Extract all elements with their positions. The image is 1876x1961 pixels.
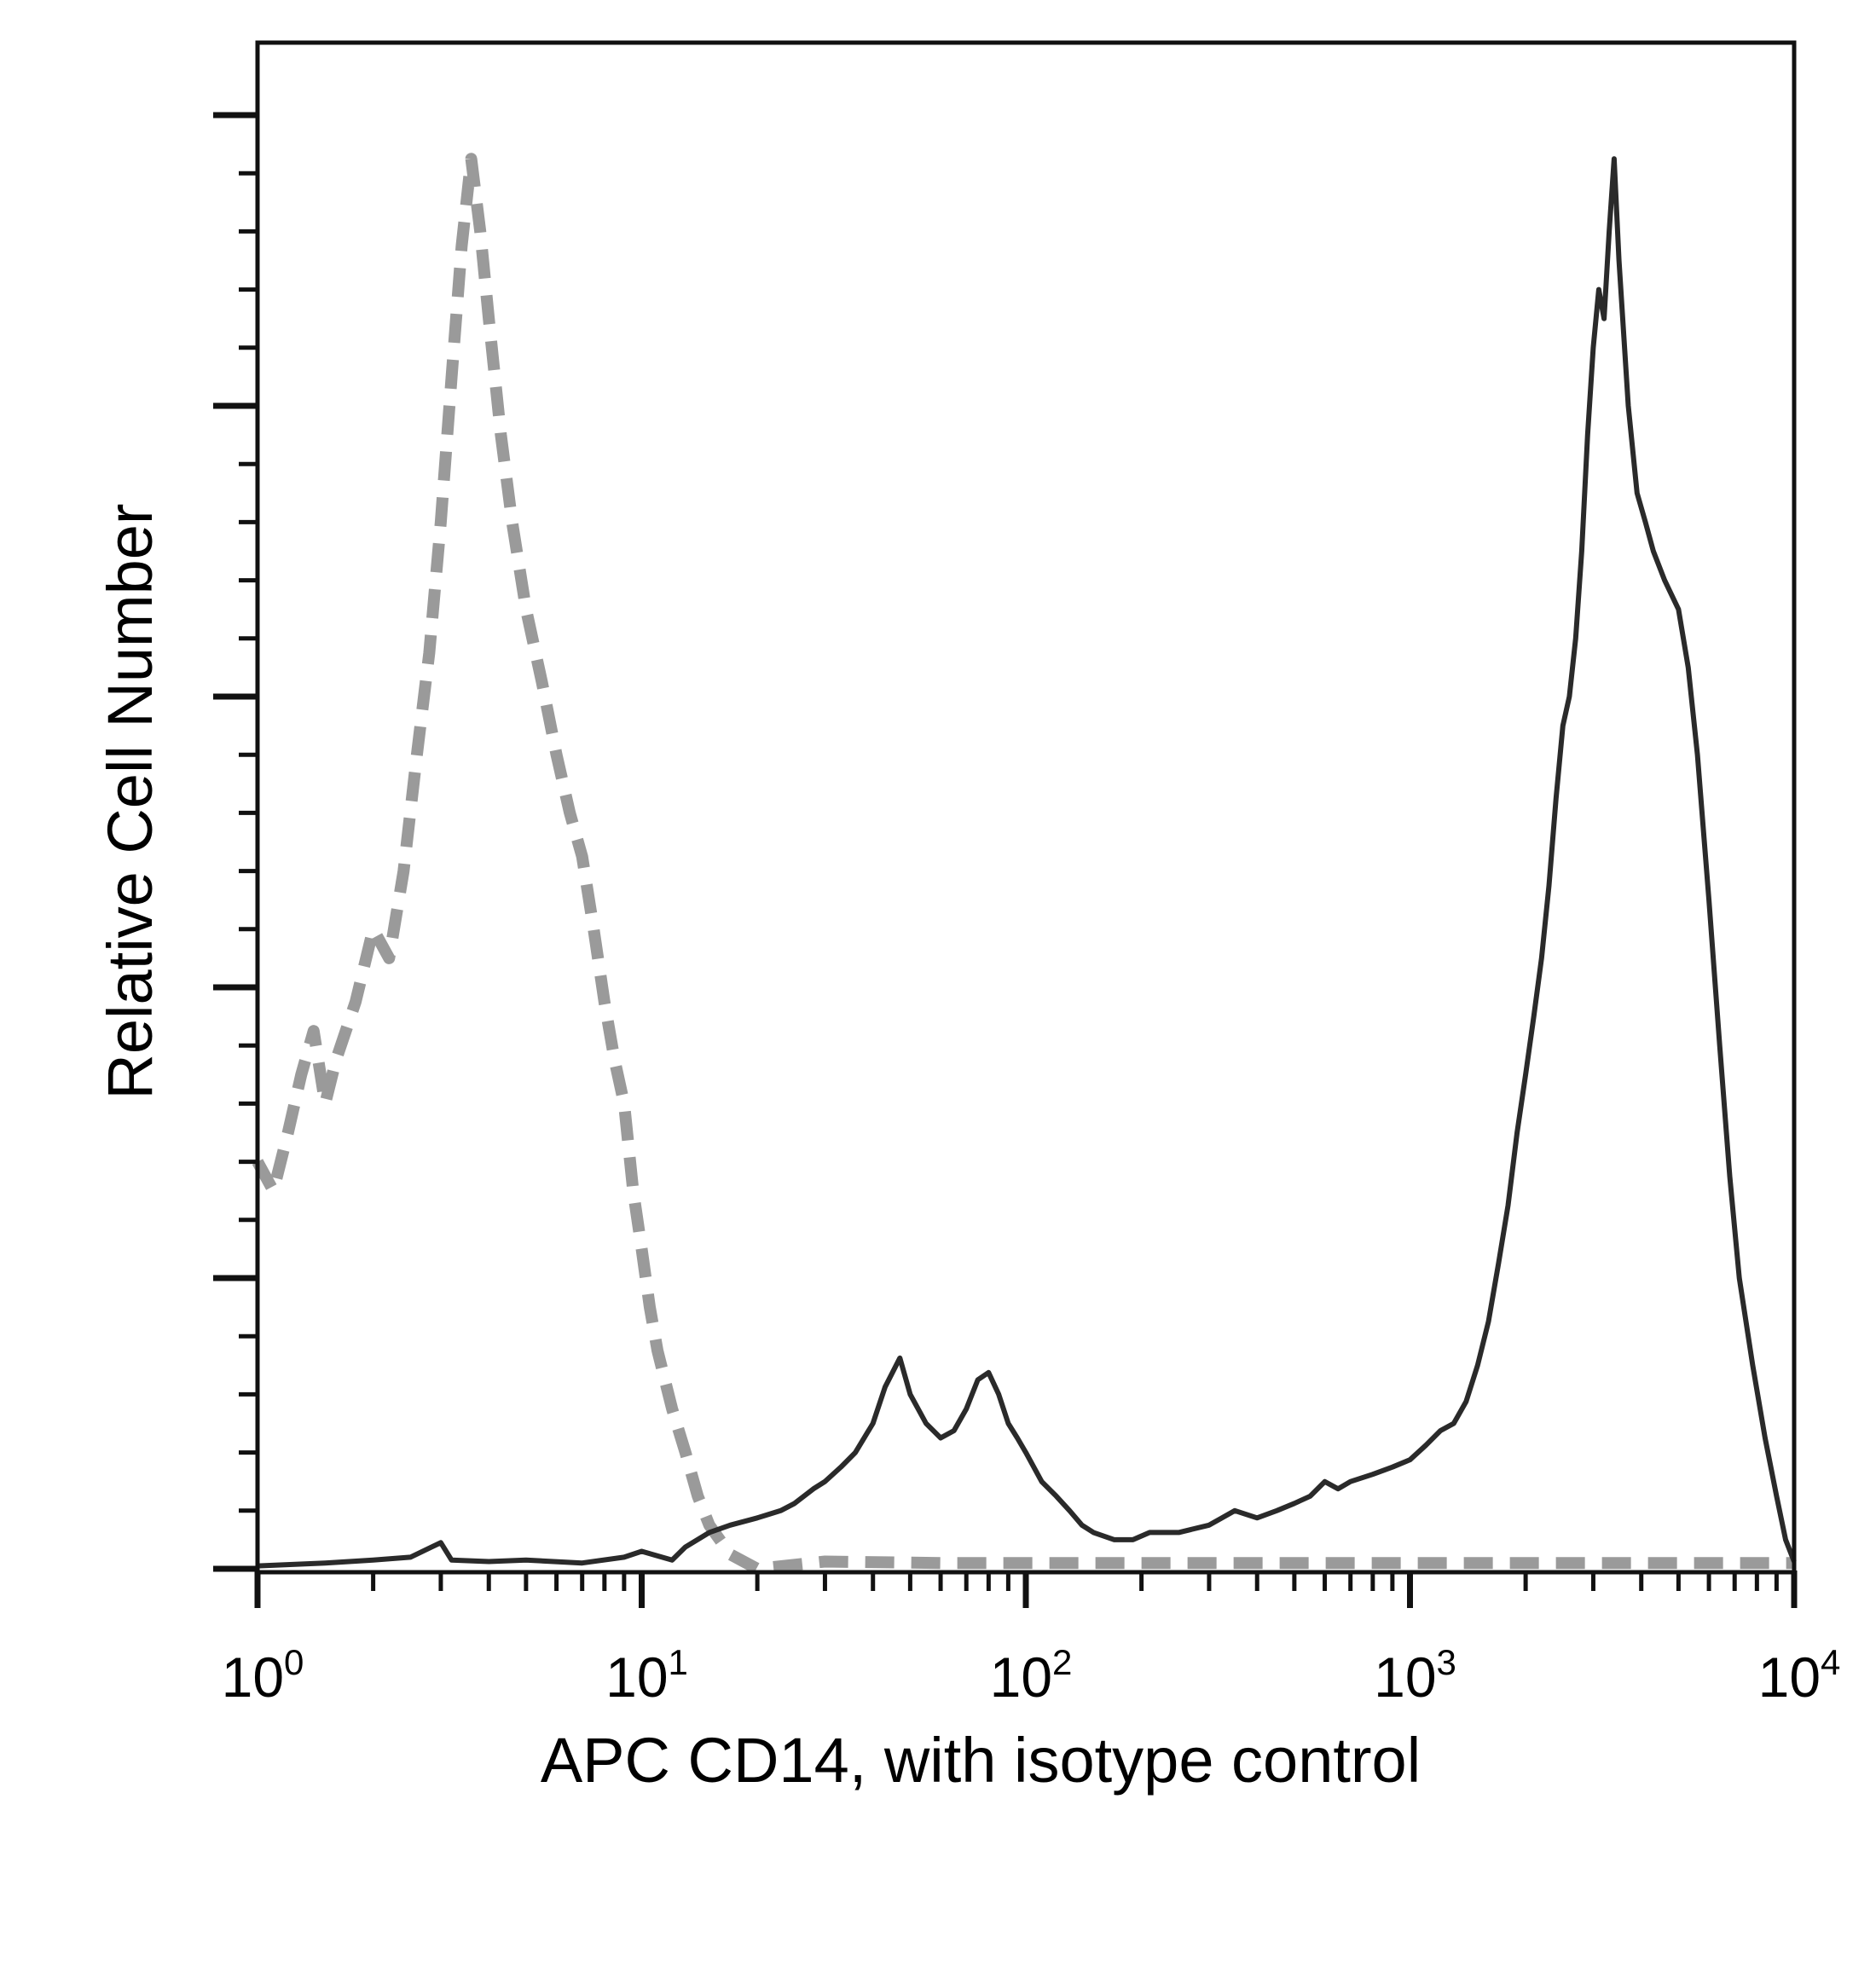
x-tick-base: 10 <box>990 1646 1052 1709</box>
x-tick-base: 10 <box>1374 1646 1436 1709</box>
x-tick-label: 101 <box>605 1642 688 1709</box>
x-axis-ticks <box>254 1571 1798 1608</box>
x-tick-label: 102 <box>990 1642 1073 1709</box>
y-axis-ticks <box>213 112 259 1572</box>
x-tick-label: 103 <box>1374 1642 1456 1709</box>
x-tick-base: 10 <box>605 1646 668 1709</box>
x-axis-tick-labels: 100 101 102 103 104 <box>222 1642 1841 1709</box>
y-axis-title: Relative Cell Number <box>95 503 165 1099</box>
series-line-apc-cd14 <box>257 156 1797 1569</box>
x-tick-exponent: 4 <box>1821 1642 1840 1682</box>
x-tick-label: 100 <box>222 1642 304 1709</box>
series-layer <box>252 153 1797 1575</box>
x-tick-base: 10 <box>1758 1646 1821 1709</box>
x-tick-base: 10 <box>222 1646 284 1709</box>
x-tick-exponent: 3 <box>1437 1642 1456 1682</box>
x-axis-title: APC CD14, with isotype control <box>541 1725 1421 1796</box>
x-tick-label: 104 <box>1758 1642 1841 1709</box>
x-tick-exponent: 0 <box>284 1642 304 1682</box>
x-tick-exponent: 1 <box>669 1642 688 1682</box>
x-tick-exponent: 2 <box>1052 1642 1072 1682</box>
series-line-isotype-control <box>252 153 1794 1575</box>
